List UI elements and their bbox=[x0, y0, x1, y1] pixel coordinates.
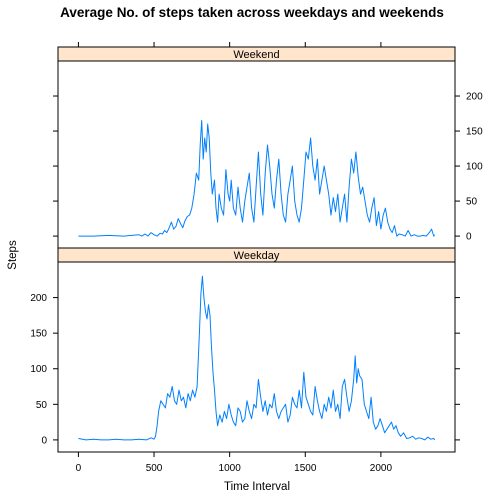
y-tick-label: 100 bbox=[30, 364, 47, 375]
panel-weekend: Weekend 0 50 100 150 200 bbox=[53, 46, 483, 249]
strip-label-weekday: Weekday bbox=[234, 250, 280, 262]
x-tick-label: 2000 bbox=[370, 463, 393, 474]
x-tick-label: 0 bbox=[76, 463, 82, 474]
y-tick-label: 100 bbox=[466, 162, 483, 173]
x-axis-label: Time Interval bbox=[224, 481, 290, 493]
panel-frame-weekday bbox=[57, 261, 456, 453]
panel-frame-weekend bbox=[57, 60, 456, 249]
y-tick-label: 0 bbox=[466, 232, 472, 243]
series-line-weekend bbox=[78, 120, 436, 237]
series-line-weekday bbox=[78, 275, 436, 441]
y-tick-label: 200 bbox=[466, 92, 483, 103]
y-tick-label: 0 bbox=[41, 435, 47, 446]
panel-weekday: Weekday 0 50 100 150 200 bbox=[30, 247, 460, 453]
y-tick-label: 50 bbox=[466, 197, 478, 208]
strip-label-weekend: Weekend bbox=[233, 49, 279, 61]
y-tick-label: 150 bbox=[466, 127, 483, 138]
x-tick-label: 500 bbox=[146, 463, 163, 474]
x-tick-label: 1000 bbox=[219, 463, 242, 474]
y-tick-label: 50 bbox=[36, 400, 48, 411]
y-tick-label: 150 bbox=[30, 329, 47, 340]
chart-title: Average No. of steps taken across weekda… bbox=[60, 5, 444, 20]
y-tick-label: 200 bbox=[30, 293, 47, 304]
x-tick-label: 1500 bbox=[294, 463, 317, 474]
y-axis-label: Steps bbox=[7, 240, 19, 270]
